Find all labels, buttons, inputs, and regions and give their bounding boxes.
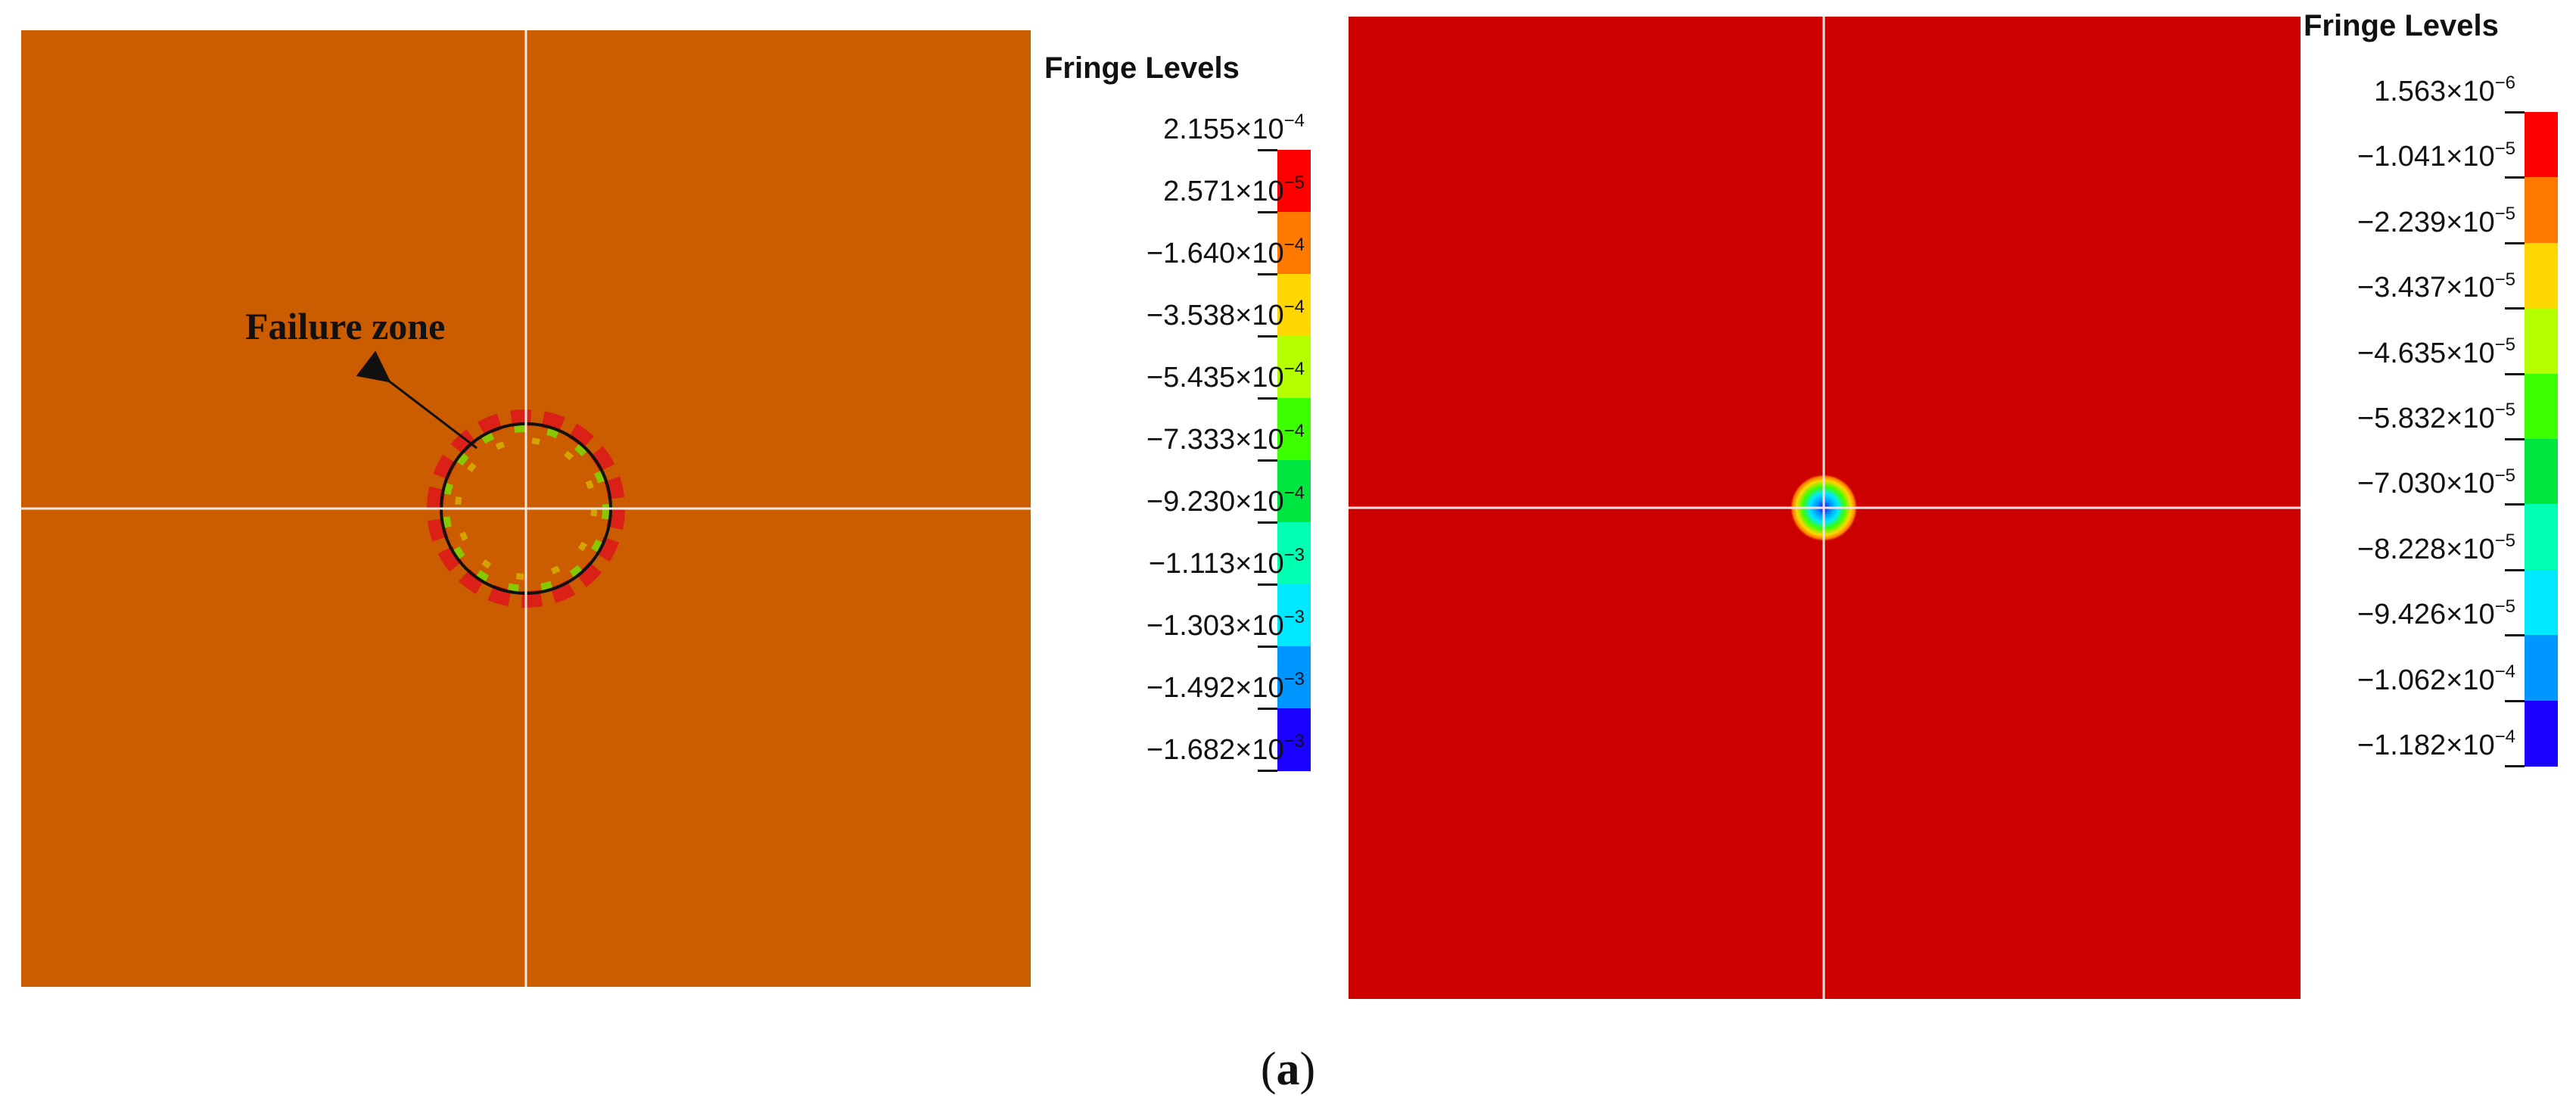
right-legend-color-band: [2525, 308, 2558, 375]
left-legend-color-band: [1277, 150, 1311, 213]
right-legend-level-label: 1.563×10−6: [2374, 73, 2515, 107]
left-legend-tick-mark: [1258, 583, 1277, 586]
right-legend-level-label: −7.030×10−5: [2357, 465, 2515, 500]
left-legend-level-label: −3.538×10−4: [1146, 297, 1305, 331]
left-legend-tick-mark: [1258, 397, 1277, 400]
right-legend-level-label: −5.832×10−5: [2357, 400, 2515, 434]
right-contour-plot: [1349, 17, 2301, 999]
left-legend-tick-mark: [1258, 646, 1277, 648]
left-legend-level-label: −7.333×10−4: [1146, 421, 1305, 456]
caption-close-paren: ): [1299, 1044, 1316, 1095]
right-legend-color-bar: [2525, 112, 2558, 767]
left-legend-level-label: −1.682×10−3: [1146, 731, 1305, 766]
right-legend-color-band: [2525, 700, 2558, 767]
right-legend-tick-mark: [2505, 111, 2525, 114]
left-legend-title: Fringe Levels: [1044, 51, 1240, 85]
right-fringe-legend: Fringe Levels 1.563×10−6 −1.041×10−5 −2.23…: [2304, 9, 2576, 767]
left-legend-color-band: [1277, 646, 1311, 709]
left-legend-color-band: [1277, 336, 1311, 399]
right-legend-tick-mark: [2505, 503, 2525, 506]
right-legend-color-band: [2525, 439, 2558, 506]
right-legend-tick-mark: [2505, 176, 2525, 179]
caption-open-paren: (: [1260, 1044, 1277, 1095]
left-legend-color-band: [1277, 460, 1311, 523]
right-legend-level-label: −1.182×10−4: [2357, 727, 2515, 761]
left-legend-level-label: −1.640×10−4: [1146, 235, 1305, 269]
left-legend-level-label: −5.435×10−4: [1146, 359, 1305, 394]
right-legend-level-label: −4.635×10−5: [2357, 334, 2515, 369]
right-legend-color-band: [2525, 242, 2558, 310]
caption-letter: a: [1276, 1044, 1300, 1095]
right-legend-tick-mark: [2505, 568, 2525, 571]
left-legend-color-band: [1277, 212, 1311, 275]
right-legend-level-label: −8.228×10−5: [2357, 530, 2515, 565]
right-legend-level-label: −1.041×10−5: [2357, 138, 2515, 173]
right-legend-color-band: [2525, 569, 2558, 636]
right-legend-color-band: [2525, 177, 2558, 244]
left-legend-tick-mark: [1258, 273, 1277, 275]
left-fringe-legend: Fringe Levels 2.155×10−4 2.571×10−5 −1.640…: [1044, 51, 1377, 793]
right-legend-tick-mark: [2505, 634, 2525, 637]
right-legend-color-band: [2525, 112, 2558, 179]
left-legend-tick-mark: [1258, 211, 1277, 213]
left-legend-level-label: −1.113×10−3: [1148, 545, 1305, 580]
right-legend-tick-mark: [2505, 699, 2525, 702]
right-legend-color-band: [2525, 373, 2558, 440]
right-legend-tick-mark: [2505, 438, 2525, 440]
right-legend-level-label: −2.239×10−5: [2357, 204, 2515, 238]
left-contour-svg: [21, 30, 1031, 987]
left-legend-tick-mark: [1258, 459, 1277, 462]
right-legend-tick-mark: [2505, 307, 2525, 310]
left-legend-tick-mark: [1258, 335, 1277, 338]
right-legend-color-band: [2525, 635, 2558, 702]
left-legend-color-band: [1277, 398, 1311, 461]
left-legend-color-band: [1277, 584, 1311, 647]
left-legend-color-band: [1277, 522, 1311, 585]
left-legend-tick-mark: [1258, 149, 1277, 151]
right-legend-tick-mark: [2505, 765, 2525, 767]
left-legend-level-label: 2.571×10−5: [1163, 173, 1305, 207]
right-legend-level-label: −9.426×10−5: [2357, 596, 2515, 631]
right-legend-color-band: [2525, 504, 2558, 571]
right-legend-level-label: −1.062×10−4: [2357, 661, 2515, 696]
failure-zone-arrow: [356, 350, 478, 450]
right-legend-title: Fringe Levels: [2304, 9, 2499, 42]
right-legend-tick-mark: [2505, 372, 2525, 375]
failure-zone-label: Failure zone: [245, 305, 446, 347]
left-legend-level-label: −1.492×10−3: [1146, 669, 1305, 704]
right-contour-svg: [1349, 17, 2301, 999]
right-legend-level-label: −3.437×10−5: [2357, 269, 2515, 304]
figure-caption: (a): [1241, 1043, 1335, 1097]
left-legend-tick-mark: [1258, 708, 1277, 710]
left-legend-tick-mark: [1258, 521, 1277, 524]
left-contour-plot: Failure zone: [21, 30, 1031, 987]
left-legend-level-label: 2.155×10−4: [1163, 110, 1305, 145]
left-legend-tick-mark: [1258, 770, 1277, 772]
left-legend-level-label: −1.303×10−3: [1146, 607, 1305, 642]
left-legend-color-band: [1277, 708, 1311, 771]
left-legend-color-bar: [1277, 150, 1311, 771]
left-legend-level-label: −9.230×10−4: [1146, 483, 1305, 518]
right-legend-tick-mark: [2505, 241, 2525, 244]
left-legend-color-band: [1277, 274, 1311, 337]
